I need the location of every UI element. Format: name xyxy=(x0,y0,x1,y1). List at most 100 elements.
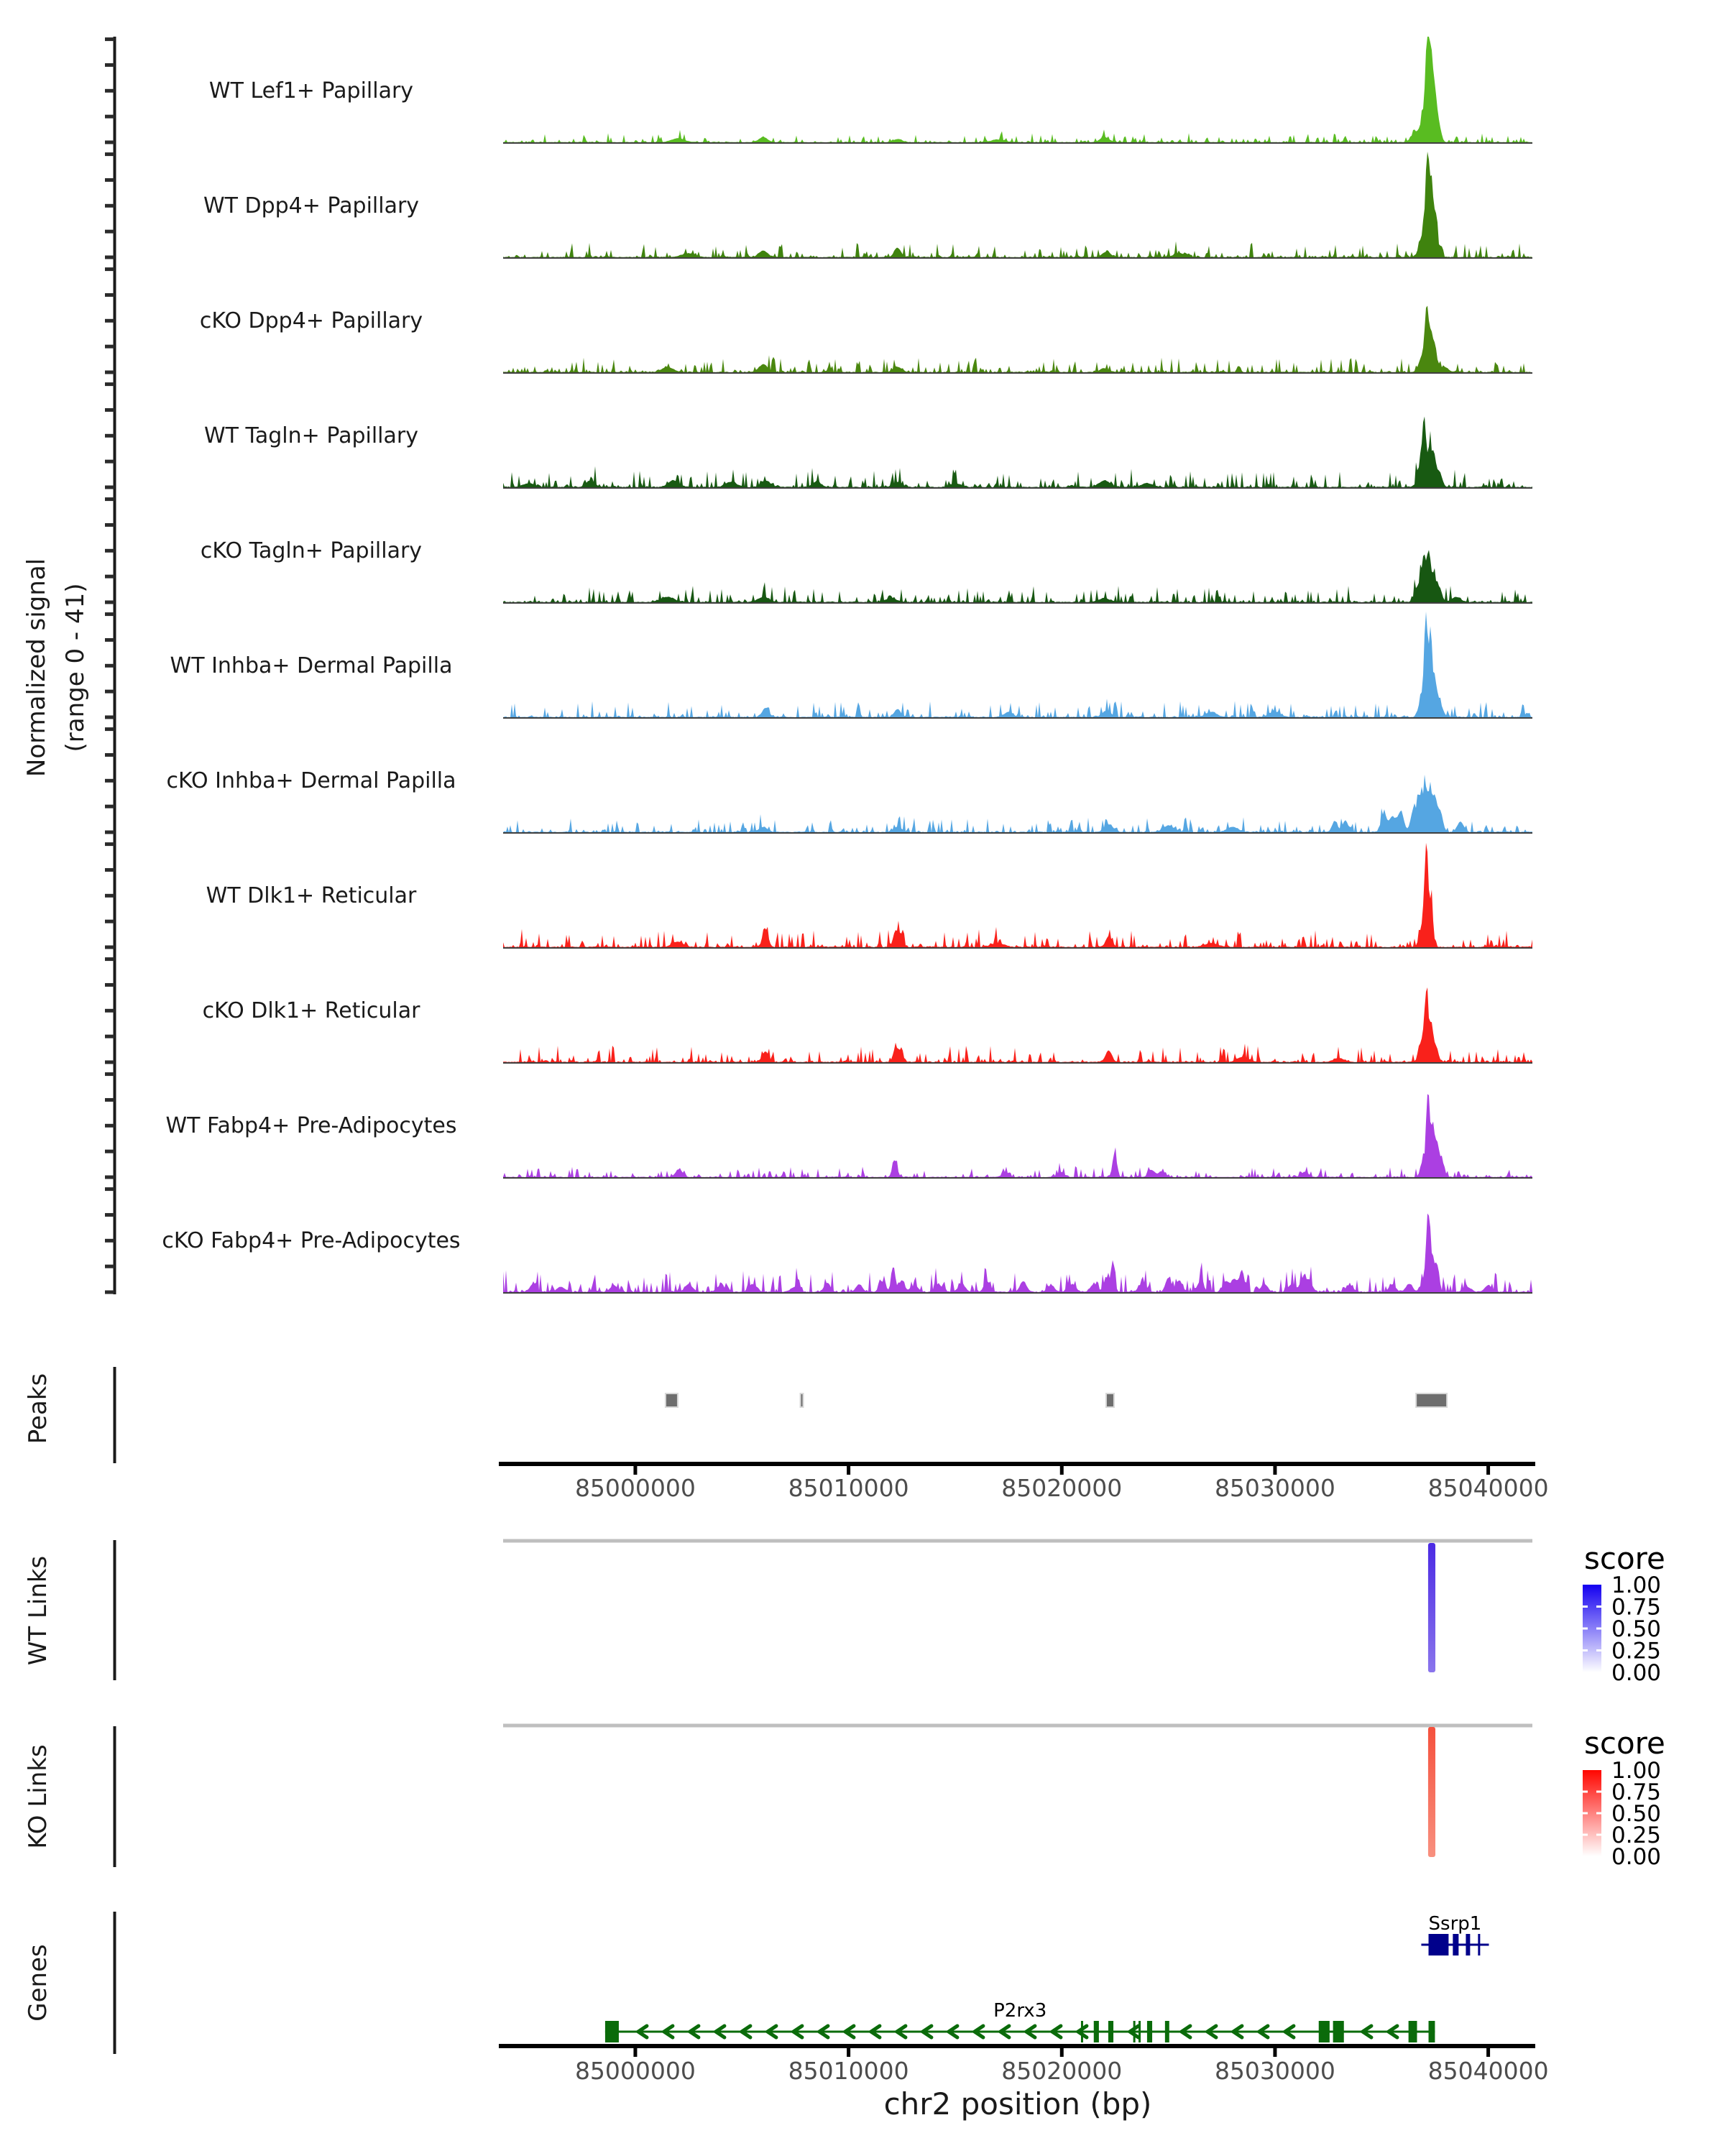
gene-exon xyxy=(604,2021,619,2042)
genome-axis-tick-label: 85040000 xyxy=(1428,1474,1549,1502)
gene-strand-arrow-icon xyxy=(1230,2024,1244,2040)
track-label: cKO Dlk1+ Reticular xyxy=(203,998,421,1023)
gene-strand-arrow-icon xyxy=(1204,2024,1218,2040)
score-legend-label: 0.75 xyxy=(1611,1595,1661,1621)
track-label: WT Dlk1+ Reticular xyxy=(206,883,417,908)
coverage-track-area xyxy=(503,612,1532,717)
coverage-track-area xyxy=(503,305,1532,372)
peak-region xyxy=(1415,1393,1448,1408)
coverage-track-area xyxy=(503,152,1532,257)
gene-strand-arrow-icon xyxy=(712,2024,727,2040)
genome-axis-tick-label: 85020000 xyxy=(1001,1474,1122,1502)
genome-axis-tick-label: 85010000 xyxy=(788,1474,909,1502)
score-legend-label: 0.75 xyxy=(1611,1779,1661,1805)
gene-exon xyxy=(1333,2021,1344,2042)
gene-exon-thin xyxy=(1138,2021,1141,2042)
coverage-track-area xyxy=(503,550,1532,602)
genome-axis-tick-label: 85030000 xyxy=(1215,1474,1335,1502)
gene-strand-arrow-icon xyxy=(661,2024,675,2040)
gene-strand-arrow-icon xyxy=(686,2024,701,2040)
score-legend-label: 0.00 xyxy=(1611,1660,1661,1686)
y-axis-title-line1: Normalized signal xyxy=(22,558,51,777)
gene-exon xyxy=(1428,1934,1449,1955)
peak-region xyxy=(664,1393,678,1408)
gene-exon xyxy=(1318,2021,1330,2042)
gene-exon xyxy=(1453,1934,1459,1955)
coverage-track-area xyxy=(503,842,1532,947)
gene-exon xyxy=(1428,2021,1435,2042)
score-legend-label: 0.25 xyxy=(1611,1639,1661,1664)
score-legend-label: 0.00 xyxy=(1611,1844,1661,1870)
gene-exon xyxy=(1466,1934,1471,1955)
coverage-track-area xyxy=(503,987,1532,1062)
y-axis-title-line2: (range 0 - 41) xyxy=(61,584,90,752)
gene-strand-arrow-icon xyxy=(971,2024,985,2040)
link-score-bar xyxy=(1427,1543,1436,1672)
gene-exon-thin xyxy=(1080,2021,1083,2042)
gene-strand-arrow-icon xyxy=(919,2024,934,2040)
genome-axis-tick-label: 85010000 xyxy=(788,2057,909,2085)
gene-strand-arrow-icon xyxy=(1075,2024,1089,2040)
track-label: cKO Dpp4+ Papillary xyxy=(200,308,423,333)
gene-strand-arrow-icon xyxy=(1385,2024,1399,2040)
genome-axis-tick-label: 85000000 xyxy=(575,1474,696,1502)
track-label: cKO Tagln+ Papillary xyxy=(201,538,422,563)
gene-strand-arrow-icon xyxy=(1023,2024,1037,2040)
gene-strand-arrow-icon xyxy=(945,2024,960,2040)
genome-axis-tick-label: 85020000 xyxy=(1001,2057,1122,2085)
gene-exon xyxy=(1408,2021,1417,2042)
gene-strand-arrow-icon xyxy=(1126,2024,1141,2040)
facet-label-wt-links: WT Links xyxy=(24,1556,52,1666)
track-label: cKO Fabp4+ Pre-Adipocytes xyxy=(162,1228,460,1253)
score-legend-label: 0.50 xyxy=(1611,1801,1661,1827)
genome-axis-tick-label: 85040000 xyxy=(1428,2057,1549,2085)
gene-exon-thin xyxy=(1133,2021,1136,2042)
gene-name-label: P2rx3 xyxy=(993,2000,1046,2022)
track-label: cKO Inhba+ Dermal Papilla xyxy=(166,768,456,793)
gene-strand-arrow-icon xyxy=(1282,2024,1296,2040)
legend-title-wt-score: score xyxy=(1584,1541,1665,1576)
peak-region xyxy=(1105,1393,1115,1408)
coverage-track-area xyxy=(503,774,1532,832)
facet-label-ko-links: KO Links xyxy=(24,1744,52,1848)
track-label: WT Tagln+ Papillary xyxy=(204,423,418,448)
gene-strand-arrow-icon xyxy=(1178,2024,1192,2040)
track-label: WT Dpp4+ Papillary xyxy=(203,193,419,218)
genome-axis-tick-label: 85000000 xyxy=(575,2057,696,2085)
track-label: WT Fabp4+ Pre-Adipocytes xyxy=(166,1113,457,1138)
coverage-track-area xyxy=(503,1094,1532,1177)
facet-label-genes: Genes xyxy=(24,1944,52,2021)
gene-name-label: Ssrp1 xyxy=(1429,1913,1482,1935)
legend-title-ko-score: score xyxy=(1584,1726,1665,1761)
gene-strand-arrow-icon xyxy=(635,2024,649,2040)
gene-strand-arrow-icon xyxy=(868,2024,882,2040)
score-legend-label: 0.25 xyxy=(1611,1823,1661,1848)
x-axis-title: chr2 position (bp) xyxy=(884,2086,1152,2122)
track-label: WT Inhba+ Dermal Papilla xyxy=(170,653,453,678)
gene-strand-arrow-icon xyxy=(842,2024,856,2040)
gene-strand-arrow-icon xyxy=(816,2024,830,2040)
gene-exon xyxy=(1108,2021,1114,2042)
gene-strand-arrow-icon xyxy=(790,2024,804,2040)
gene-exon xyxy=(1146,2021,1153,2042)
coverage-track-area xyxy=(503,1213,1532,1292)
gene-strand-arrow-icon xyxy=(1359,2024,1374,2040)
gene-exon xyxy=(1093,2021,1099,2042)
coverage-track-area xyxy=(503,37,1532,142)
score-legend-label: 1.00 xyxy=(1611,1758,1661,1784)
gene-exon xyxy=(1164,2021,1169,2042)
gene-strand-arrow-icon xyxy=(997,2024,1011,2040)
facet-label-peaks: Peaks xyxy=(24,1373,52,1444)
track-label: WT Lef1+ Papillary xyxy=(209,78,413,103)
link-score-bar xyxy=(1427,1727,1436,1857)
score-legend-label: 0.50 xyxy=(1611,1616,1661,1642)
gene-strand-arrow-icon xyxy=(893,2024,908,2040)
coverage-track-area xyxy=(503,416,1532,487)
score-legend-label: 1.00 xyxy=(1611,1572,1661,1598)
gene-strand-arrow-icon xyxy=(764,2024,778,2040)
gene-strand-arrow-icon xyxy=(1049,2024,1063,2040)
gene-strand-arrow-icon xyxy=(1256,2024,1270,2040)
peak-region xyxy=(799,1393,804,1408)
gene-exon-thin xyxy=(1478,1934,1481,1955)
